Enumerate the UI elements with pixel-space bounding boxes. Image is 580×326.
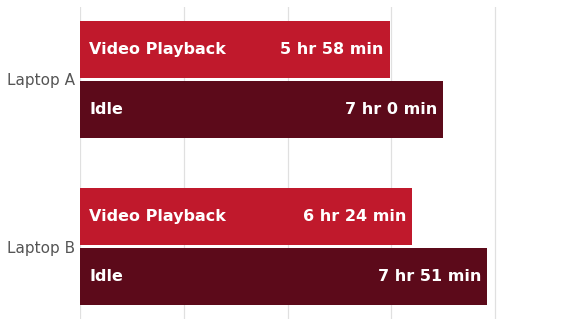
Text: Video Playback: Video Playback: [89, 209, 226, 224]
Text: Idle: Idle: [89, 102, 123, 117]
Text: Video Playback: Video Playback: [89, 42, 226, 57]
Text: 5 hr 58 min: 5 hr 58 min: [280, 42, 383, 57]
Text: Idle: Idle: [89, 269, 123, 284]
Bar: [80, 188, 412, 244]
Bar: [80, 21, 390, 78]
Bar: [80, 248, 487, 305]
Bar: [80, 82, 443, 138]
Text: 7 hr 0 min: 7 hr 0 min: [345, 102, 437, 117]
Text: 7 hr 51 min: 7 hr 51 min: [378, 269, 481, 284]
Text: 6 hr 24 min: 6 hr 24 min: [303, 209, 406, 224]
